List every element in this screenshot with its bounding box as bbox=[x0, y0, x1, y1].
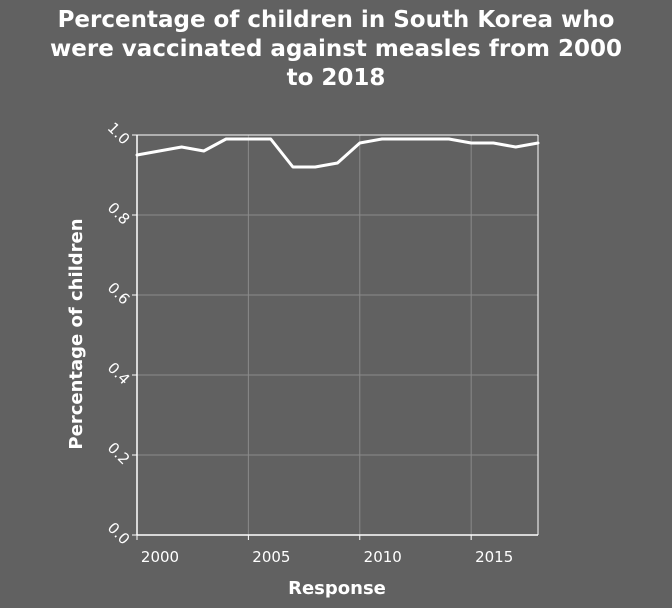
y-tick-label: 0.6 bbox=[104, 279, 134, 309]
series-group bbox=[135, 137, 540, 169]
grid-lines bbox=[136, 134, 538, 536]
x-tick-labels: 2000 2005 2010 2015 bbox=[141, 548, 513, 566]
series-line bbox=[135, 137, 540, 169]
y-tick-labels: 0.0 0.2 0.4 0.6 0.8 1.0 bbox=[104, 119, 134, 549]
x-tick-label: 2005 bbox=[252, 548, 290, 566]
y-tick-label: 0.8 bbox=[104, 199, 134, 229]
y-axis-label: Percentage of children bbox=[66, 218, 87, 449]
y-tick-label: 0.0 bbox=[104, 519, 134, 549]
x-tick-label: 2000 bbox=[141, 548, 179, 566]
y-tick-label: 0.2 bbox=[104, 439, 134, 469]
chart-title: Percentage of children in South Korea wh… bbox=[50, 7, 622, 91]
x-tick-label: 2010 bbox=[364, 548, 402, 566]
y-tick-label: 1.0 bbox=[104, 119, 134, 149]
x-tick-label: 2015 bbox=[475, 548, 513, 566]
y-tick-label: 0.4 bbox=[104, 359, 134, 389]
x-axis-label: Response bbox=[288, 578, 386, 599]
axes bbox=[132, 134, 539, 540]
